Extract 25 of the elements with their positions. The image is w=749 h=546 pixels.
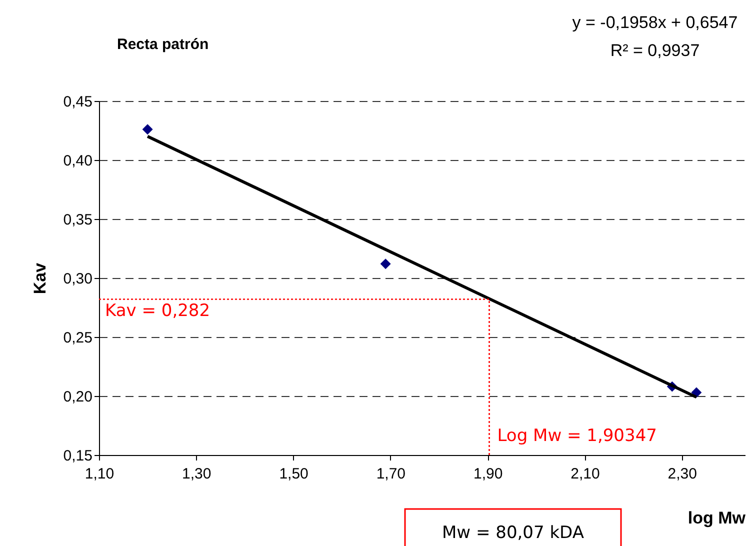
- annotation: Log Mw = 1,90347: [497, 426, 657, 446]
- point: [380, 258, 391, 270]
- y-tick-label: 0,25: [63, 330, 92, 346]
- x-tick-label: 2,10: [570, 466, 600, 482]
- x-tick-label: 1,70: [376, 466, 406, 482]
- y-tick-label: 0,20: [63, 388, 92, 406]
- x-axis-title: log Mw: [688, 508, 746, 528]
- y-tick-label: 0,45: [63, 94, 92, 110]
- y-tick-label: 0,35: [63, 212, 92, 228]
- x-tick-label: 1,30: [182, 466, 212, 482]
- y-tick-label: 0,15: [63, 448, 92, 464]
- point: [142, 124, 153, 135]
- annotation: Kav = 0,282: [105, 301, 210, 322]
- x-tick-label: 1,90: [473, 466, 503, 482]
- x-tick-label: 1,50: [279, 466, 308, 482]
- y-axis-title: Kav: [30, 262, 50, 294]
- y-tick-label: 0,30: [63, 270, 92, 288]
- chart-title: Recta patrón: [117, 36, 209, 53]
- x-tick-label: 2,30: [668, 466, 697, 482]
- text: R² = 0,9937: [610, 41, 700, 60]
- text: Mw = 80,07 kDA: [442, 523, 584, 543]
- y-tick-label: 0,40: [63, 152, 92, 170]
- x-tick-label: 1,10: [84, 466, 114, 482]
- point: [691, 387, 702, 398]
- text: y = -0,1958x + 0,6547: [572, 13, 738, 32]
